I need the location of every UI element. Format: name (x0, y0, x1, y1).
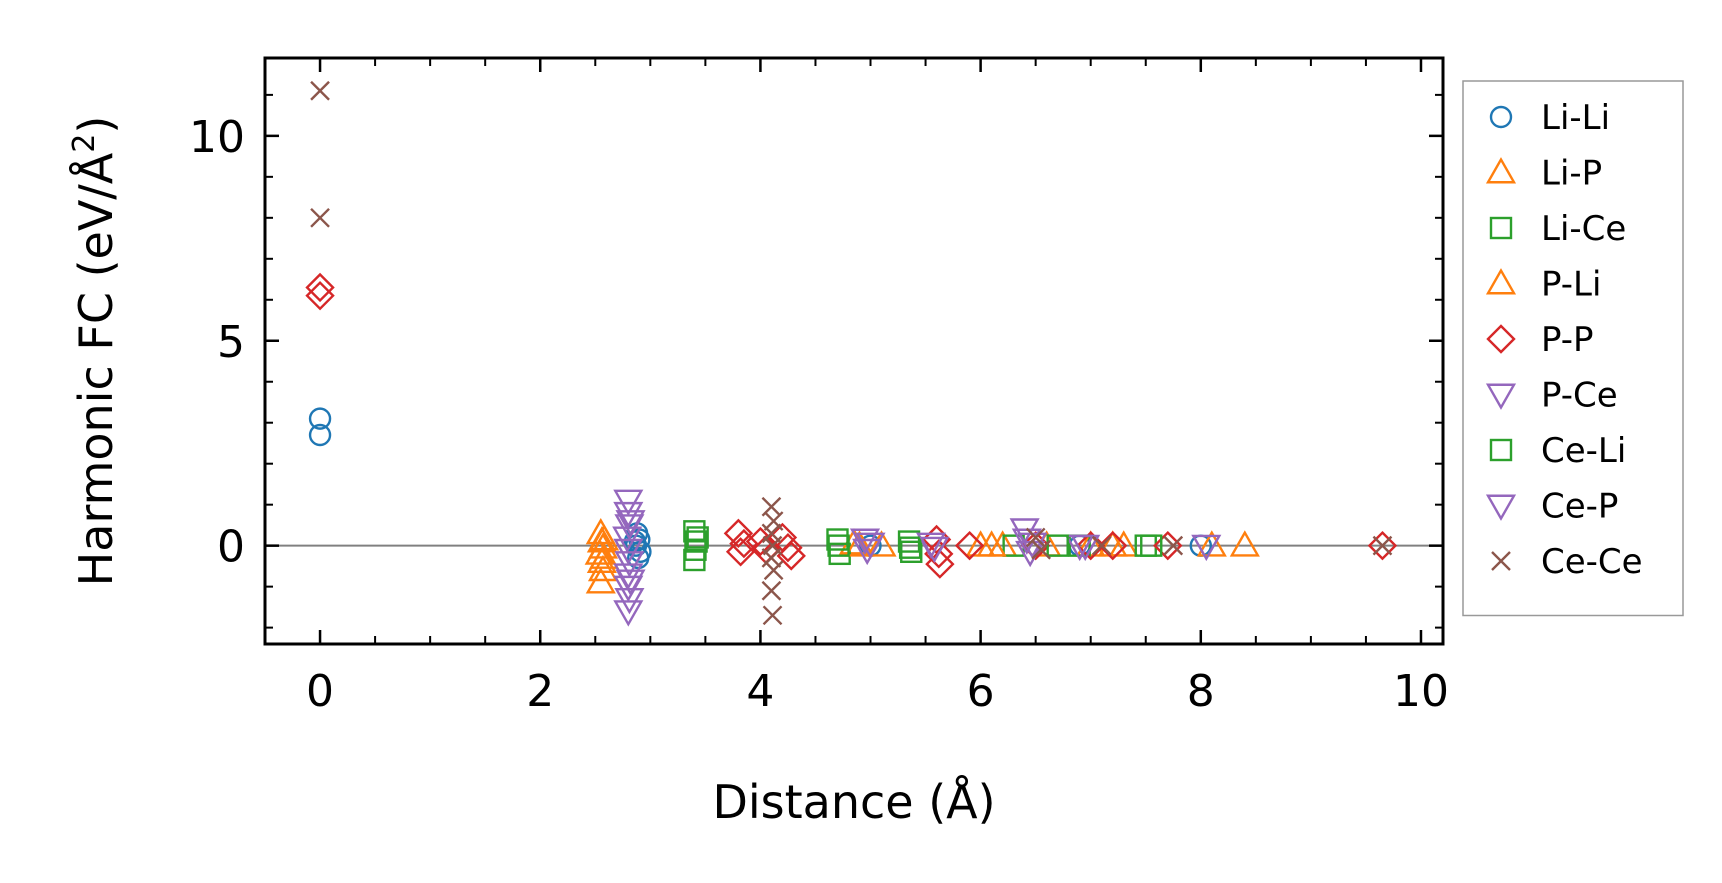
data-point (1163, 535, 1184, 556)
data-point (1097, 530, 1128, 557)
legend-label: Li-Ce (1541, 209, 1626, 249)
legend-marker (1485, 494, 1517, 521)
data-point (613, 600, 644, 627)
data-point (686, 526, 709, 549)
x-tick-label: 4 (746, 666, 774, 717)
data-point (1367, 530, 1398, 561)
legend-marker (1485, 383, 1517, 410)
data-point (1070, 534, 1101, 562)
data-point (773, 533, 803, 563)
legend-marker (1489, 438, 1513, 462)
legend-label: Ce-Li (1541, 431, 1626, 471)
data-point (1372, 535, 1393, 556)
x-axis-title: Distance (Å) (712, 775, 995, 829)
y-tick-label: 10 (189, 112, 245, 163)
legend-label: Ce-P (1541, 487, 1618, 527)
data-point (729, 528, 759, 559)
x-tick-label: 0 (306, 666, 334, 717)
plot-frame (263, 56, 1445, 646)
legend-label: P-P (1541, 320, 1594, 360)
legend-marker (1486, 324, 1516, 354)
data-point (1046, 534, 1069, 557)
y-tick-label: 0 (217, 522, 245, 573)
data-point (615, 569, 646, 596)
legend-marker (1491, 551, 1511, 571)
data-point (763, 511, 784, 531)
legend-label: Li-P (1541, 154, 1602, 194)
data-point (1229, 530, 1260, 557)
series-ce-ce (310, 80, 1393, 626)
y-tick-label: 5 (217, 317, 245, 368)
data-point (308, 407, 332, 430)
data-point (615, 510, 646, 537)
legend-label: Li-Li (1541, 98, 1610, 138)
data-point (1140, 534, 1163, 557)
data-point (921, 524, 952, 555)
x-tick-label: 10 (1393, 666, 1449, 717)
data-point (589, 542, 620, 569)
legend-box (1462, 80, 1684, 617)
series-p-li (589, 524, 1128, 569)
y-axis-title-superscript: 2 (67, 134, 102, 153)
data-point (585, 567, 616, 594)
series-p-p (305, 272, 1398, 579)
data-point (1031, 539, 1052, 560)
data-point (305, 280, 335, 311)
data-point (725, 537, 756, 567)
data-point (976, 530, 1007, 557)
data-point (924, 539, 954, 569)
data-point (1191, 534, 1222, 562)
legend-label: P-Ce (1541, 376, 1618, 416)
data-point (723, 518, 754, 549)
data-point (776, 541, 806, 571)
series-ce-li (686, 526, 1163, 559)
legend-label: P-Li (1541, 265, 1601, 305)
data-point (954, 530, 985, 561)
legend-marker (1489, 216, 1513, 240)
data-point (1091, 535, 1112, 556)
data-point (855, 532, 886, 560)
data-point (919, 536, 950, 564)
data-point (925, 549, 955, 579)
data-point (310, 207, 330, 228)
tick-labels: 0 2 4 6 8 10 0 5 10 (189, 112, 1449, 717)
x-tick-label: 2 (526, 666, 554, 717)
legend: Li-Li Li-P Li-Ce P-Li P-P P-Ce Ce-Li Ce-P Ce-Ce (1462, 80, 1684, 617)
data-point (1098, 530, 1128, 561)
data-points (305, 80, 1398, 627)
y-axis-title-close: ) (69, 116, 123, 134)
y-axis-title: Harmonic FC (eV/Å2) (67, 116, 123, 587)
data-point (308, 423, 332, 447)
axis-ticks (264, 58, 1443, 644)
series-ce-p (615, 510, 1101, 596)
data-point (898, 536, 922, 559)
legend-label: Ce-Ce (1541, 542, 1643, 582)
data-point (844, 530, 875, 557)
data-point (761, 580, 782, 601)
data-point (305, 272, 335, 303)
data-point (1025, 527, 1046, 548)
legend-marker (1489, 105, 1513, 129)
data-point (683, 548, 706, 572)
x-tick-label: 6 (967, 666, 995, 717)
data-point (762, 605, 783, 626)
data-point (866, 530, 897, 557)
y-axis-title-main: Harmonic FC (eV/Å (69, 152, 123, 586)
legend-marker (1485, 268, 1517, 295)
legend-marker (1485, 157, 1517, 184)
data-point (1196, 530, 1227, 557)
data-point (1076, 530, 1106, 561)
data-point (763, 560, 784, 581)
data-point (589, 524, 620, 551)
data-point (827, 534, 850, 557)
data-point (310, 80, 330, 101)
data-point (761, 548, 782, 568)
x-tick-label: 8 (1187, 666, 1215, 717)
